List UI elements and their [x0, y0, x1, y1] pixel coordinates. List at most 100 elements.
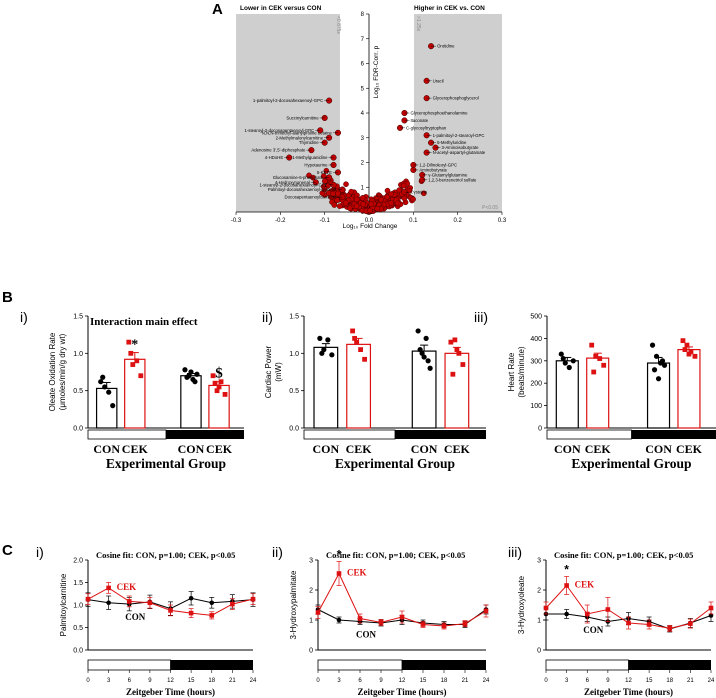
volcano-point	[353, 203, 360, 209]
bar-con	[555, 360, 579, 429]
data-point	[454, 347, 460, 352]
volcano-point	[336, 203, 343, 209]
line-x-tick-label: 18	[208, 678, 215, 684]
volcano-y-tick-label: 2	[361, 161, 365, 167]
volcano-point-label: Glycerophosphoglycerol	[433, 96, 479, 101]
bar-x-label: Experimental Group	[335, 456, 455, 471]
line-y-tick-label: 1	[309, 618, 313, 625]
data-point	[378, 620, 384, 625]
bar-con	[411, 350, 437, 429]
data-point	[325, 337, 331, 343]
bar-con	[95, 387, 118, 429]
volcano-x-tick-label: -0.1	[319, 218, 330, 224]
group-label: CON	[313, 442, 340, 456]
data-point	[421, 354, 427, 360]
data-point	[651, 367, 658, 373]
volcano-point	[374, 205, 381, 212]
interaction-title: Interaction main effect	[90, 316, 198, 328]
group-label: CON	[411, 442, 438, 456]
volcano-point	[396, 187, 403, 193]
data-point	[441, 623, 447, 629]
data-point	[605, 607, 611, 612]
line-x-tick-label: 6	[128, 678, 132, 684]
volcano-point-label: γ-Glutamylglutamine	[428, 172, 468, 177]
volcano-point-label: 5-Methyluridine	[437, 140, 467, 145]
series-label-cek: CEK	[347, 568, 367, 578]
panel-label-cii: ii)	[272, 544, 283, 560]
volcano-point-label: Adenosine 3',5'-diphosphate	[251, 148, 306, 153]
group-label: CON	[93, 442, 120, 456]
data-point	[661, 362, 668, 368]
bar-cek	[124, 358, 146, 429]
volcano-point	[310, 174, 316, 181]
data-point	[329, 352, 335, 358]
volcano-y-tick-label: 3	[361, 136, 365, 142]
data-point	[194, 371, 200, 377]
series-label-con: CON	[356, 630, 377, 640]
line-y-label: 3-Hydroxypalmitate	[289, 570, 298, 639]
data-point	[626, 620, 631, 626]
dark-phase-bar	[166, 430, 244, 439]
data-point	[562, 360, 568, 366]
data-point	[558, 351, 564, 357]
data-point	[336, 571, 342, 576]
series-label-cek: CEK	[117, 582, 137, 592]
threshold-left-label: <0.875x	[335, 16, 341, 34]
cosine-fit-title: Cosine fit: CON, p=1.00; CEK, p<0.05	[96, 550, 235, 560]
data-point	[452, 337, 458, 343]
data-point	[686, 351, 692, 357]
volcano-y-tick-label: 1	[361, 185, 365, 191]
data-point	[184, 374, 190, 380]
data-point	[597, 356, 603, 361]
data-point	[126, 339, 132, 345]
group-label: CEK	[346, 442, 373, 456]
bar-y-tick-label: 0.5	[289, 388, 299, 395]
line-x-tick-label: 15	[188, 678, 195, 684]
volcano-point	[420, 190, 427, 197]
line-x-tick-label: 6	[358, 678, 362, 684]
group-label: CON	[554, 442, 581, 456]
data-point	[192, 379, 198, 385]
data-point	[85, 596, 91, 602]
data-point	[188, 369, 194, 375]
line-x-tick-label: 3	[565, 678, 569, 684]
line-x-tick-label: 21	[229, 678, 236, 684]
volcano-point-label: 1,2-Dilinoleoyl-GPC	[419, 162, 457, 167]
line-x-tick-label: 3	[107, 678, 111, 684]
data-point	[420, 622, 426, 627]
line-x-tick-label: 15	[646, 678, 653, 684]
bar-y-label: Oleate Oxidation Rate(μmoles/min/g dry w…	[48, 332, 67, 411]
data-point	[460, 362, 466, 367]
data-point	[584, 611, 590, 617]
volcano-point-label: Orotidine	[437, 44, 455, 49]
line-x-tick-label: 0	[86, 678, 90, 684]
volcano-point	[368, 201, 375, 207]
data-point	[653, 353, 660, 359]
bar-y-label: Heart Rate(beats/minute)	[507, 346, 526, 397]
group-label: CEK	[676, 442, 703, 456]
data-point	[448, 339, 454, 345]
bar-y-tick-label: 0.5	[73, 388, 83, 395]
volcano-point	[388, 200, 394, 206]
line-x-tick-label: 18	[666, 678, 673, 684]
volcano-x-label: Log₁₀ Fold Change	[343, 223, 398, 230]
data-point	[315, 610, 321, 615]
volcano-x-tick-label: 0.3	[498, 218, 507, 224]
data-point	[462, 621, 468, 626]
series-label-con: CON	[125, 612, 146, 622]
line-x-tick-label: 6	[586, 678, 590, 684]
line-y-tick-label: 0.5	[73, 625, 83, 632]
threshold-right-label: >1.25x	[415, 16, 421, 32]
line-y-tick-label: 2	[309, 588, 313, 595]
volcano-point-label: Cysteine	[410, 190, 427, 195]
bar-y-tick-label: 500	[530, 314, 542, 321]
data-point	[667, 626, 673, 631]
data-point	[147, 600, 153, 606]
data-point	[601, 362, 607, 368]
data-point	[564, 583, 569, 588]
cosine-fit-title: Cosine fit: CON, p=1.00; CEK, p<0.05	[554, 550, 693, 560]
volcano-point-label: Thymidine	[299, 140, 319, 145]
volcano-point-label: 1-Methylguanidine	[292, 155, 328, 160]
